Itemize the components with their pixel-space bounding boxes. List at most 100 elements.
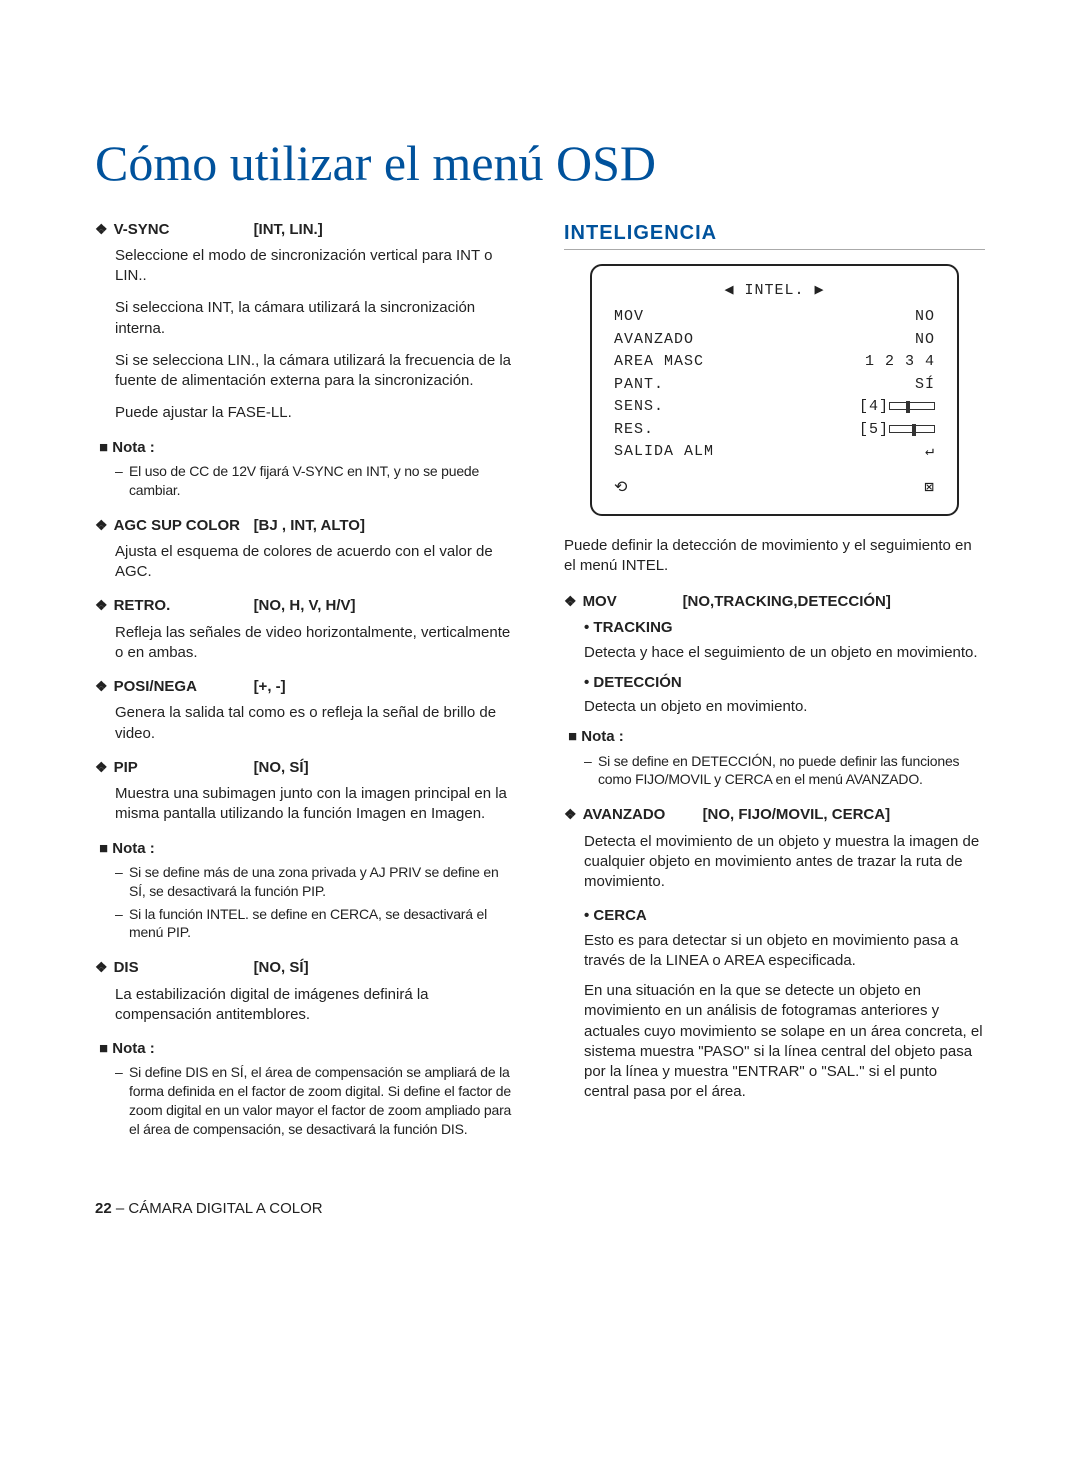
diamond-icon: ❖ bbox=[95, 758, 108, 777]
agc-body: Ajusta el esquema de colores de acuerdo … bbox=[115, 542, 516, 583]
intel-intro: Puede definir la detección de movimiento… bbox=[564, 536, 985, 577]
dis-head: ❖ DIS [NO, SÍ] bbox=[95, 958, 516, 978]
agc-item: ❖ AGC SUP COLOR [BJ , INT, ALTO] Ajusta … bbox=[95, 516, 516, 583]
osd-r: NO bbox=[915, 306, 935, 329]
dis-n1: Si define DIS en SÍ, el área de compensa… bbox=[115, 1063, 516, 1139]
vsync-n1: El uso de CC de 12V fijará V-SYNC en INT… bbox=[115, 462, 516, 500]
page-title: Cómo utilizar el menú OSD bbox=[95, 130, 985, 198]
diamond-icon: ❖ bbox=[564, 805, 577, 824]
deteccion-sub: DETECCIÓN Detecta un objeto en movimient… bbox=[584, 673, 985, 718]
retro-name: RETRO. bbox=[114, 596, 254, 616]
page: Cómo utilizar el menú OSD ❖ V-SYNC [INT,… bbox=[0, 0, 1080, 1279]
pip-item: ❖ PIP [NO, SÍ] Muestra una subimagen jun… bbox=[95, 758, 516, 943]
avanzado-name: AVANZADO bbox=[583, 805, 703, 825]
cerca-p1: Esto es para detectar si un objeto en mo… bbox=[584, 931, 985, 972]
pip-n1: Si se define más de una zona privada y A… bbox=[115, 863, 516, 901]
deteccion-title: DETECCIÓN bbox=[584, 673, 985, 693]
diamond-icon: ❖ bbox=[95, 596, 108, 615]
cerca-sub: CERCA Esto es para detectar si un objeto… bbox=[584, 906, 985, 1102]
agc-p1: Ajusta el esquema de colores de acuerdo … bbox=[115, 542, 516, 583]
nota-text: Nota : bbox=[581, 728, 624, 745]
mov-head: ❖ MOV [NO,TRACKING,DETECCIÓN] bbox=[564, 592, 985, 612]
osd-row-salida: SALIDA ALM ↵ bbox=[614, 441, 935, 464]
pip-opts: [NO, SÍ] bbox=[254, 758, 309, 778]
nota-text: Nota : bbox=[112, 1040, 155, 1057]
osd-row-res: RES. [5] bbox=[614, 419, 935, 442]
posi-head: ❖ POSI/NEGA [+, -] bbox=[95, 677, 516, 697]
avanzado-head: ❖ AVANZADO [NO, FIJO/MOVIL, CERCA] bbox=[564, 805, 985, 825]
dis-nota-list: Si define DIS en SÍ, el área de compensa… bbox=[115, 1063, 516, 1139]
tracking-sub: TRACKING Detecta y hace el seguimiento d… bbox=[584, 618, 985, 663]
pip-p1: Muestra una subimagen junto con la image… bbox=[115, 784, 516, 825]
osd-l: SENS. bbox=[614, 396, 664, 419]
osd-l: AVANZADO bbox=[614, 329, 694, 352]
dis-body: La estabilización digital de imágenes de… bbox=[115, 985, 516, 1026]
vsync-p4: Puede ajustar la FASE-LL. bbox=[115, 403, 516, 423]
osd-l: SALIDA ALM bbox=[614, 441, 714, 464]
osd-row-pant: PANT. SÍ bbox=[614, 374, 935, 397]
slider-icon bbox=[889, 402, 935, 410]
inteligencia-heading: INTELIGENCIA bbox=[564, 220, 985, 250]
vsync-p2: Si selecciona INT, la cámara utilizará l… bbox=[115, 298, 516, 339]
pip-nota-list: Si se define más de una zona privada y A… bbox=[115, 863, 516, 943]
pip-nota-label: ■ Nota : bbox=[99, 839, 516, 859]
retro-p1: Refleja las señales de video horizontalm… bbox=[115, 623, 516, 664]
vsync-p1: Seleccione el modo de sincronización ver… bbox=[115, 246, 516, 287]
avanzado-item: ❖ AVANZADO [NO, FIJO/MOVIL, CERCA] Detec… bbox=[564, 805, 985, 1102]
agc-head: ❖ AGC SUP COLOR [BJ , INT, ALTO] bbox=[95, 516, 516, 536]
osd-r: 1 2 3 4 bbox=[865, 351, 935, 374]
nota-text: Nota : bbox=[112, 439, 155, 456]
dis-nota-label: ■ Nota : bbox=[99, 1039, 516, 1059]
diamond-icon: ❖ bbox=[564, 592, 577, 611]
footer-sep: – bbox=[112, 1200, 129, 1217]
mov-opts: [NO,TRACKING,DETECCIÓN] bbox=[683, 592, 891, 612]
osd-title: ◀ INTEL. ▶ bbox=[614, 280, 935, 303]
mov-item: ❖ MOV [NO,TRACKING,DETECCIÓN] TRACKING D… bbox=[564, 592, 985, 789]
vsync-head: ❖ V-SYNC [INT, LIN.] bbox=[95, 220, 516, 240]
retro-item: ❖ RETRO. [NO, H, V, H/V] Refleja las señ… bbox=[95, 596, 516, 663]
osd-l: PANT. bbox=[614, 374, 664, 397]
tracking-body: Detecta y hace el seguimiento de un obje… bbox=[584, 643, 985, 663]
osd-l: MOV bbox=[614, 306, 644, 329]
diamond-icon: ❖ bbox=[95, 677, 108, 696]
columns: ❖ V-SYNC [INT, LIN.] Seleccione el modo … bbox=[95, 220, 985, 1155]
osd-r: SÍ bbox=[915, 374, 935, 397]
osd-bottom: ⟲ ⊠ bbox=[614, 476, 935, 500]
pip-head: ❖ PIP [NO, SÍ] bbox=[95, 758, 516, 778]
cerca-title: CERCA bbox=[584, 906, 985, 926]
avanzado-body: Detecta el movimiento de un objeto y mue… bbox=[584, 832, 985, 893]
osd-row-avanzado: AVANZADO NO bbox=[614, 329, 935, 352]
retro-opts: [NO, H, V, H/V] bbox=[254, 596, 356, 616]
avanzado-p1: Detecta el movimiento de un objeto y mue… bbox=[584, 832, 985, 893]
diamond-icon: ❖ bbox=[95, 958, 108, 977]
dis-opts: [NO, SÍ] bbox=[254, 958, 309, 978]
footer-label: CÁMARA DIGITAL A COLOR bbox=[128, 1200, 322, 1217]
mov-nota-label: ■ Nota : bbox=[568, 727, 985, 747]
osd-row-areamasc: AREA MASC 1 2 3 4 bbox=[614, 351, 935, 374]
dis-p1: La estabilización digital de imágenes de… bbox=[115, 985, 516, 1026]
osd-l: AREA MASC bbox=[614, 351, 704, 374]
res-val: [5] bbox=[859, 421, 889, 438]
osd-r: [5] bbox=[859, 419, 935, 442]
dis-item: ❖ DIS [NO, SÍ] La estabilización digital… bbox=[95, 958, 516, 1139]
vsync-nota-label: ■ Nota : bbox=[99, 438, 516, 458]
cerca-p2: En una situación en la que se detecte un… bbox=[584, 981, 985, 1103]
posi-opts: [+, -] bbox=[254, 677, 286, 697]
osd-row-sens: SENS. [4] bbox=[614, 396, 935, 419]
enter-icon: ↵ bbox=[925, 441, 935, 464]
right-column: INTELIGENCIA ◀ INTEL. ▶ MOV NO AVANZADO … bbox=[564, 220, 985, 1155]
slider-icon bbox=[889, 425, 935, 433]
pip-name: PIP bbox=[114, 758, 254, 778]
vsync-name: V-SYNC bbox=[114, 220, 254, 240]
back-icon: ⟲ bbox=[614, 476, 628, 500]
sens-val: [4] bbox=[859, 398, 889, 415]
diamond-icon: ❖ bbox=[95, 516, 108, 535]
vsync-p3: Si se selecciona LIN., la cámara utiliza… bbox=[115, 351, 516, 392]
mov-nota-list: Si se define en DETECCIÓN, no puede defi… bbox=[584, 752, 985, 790]
retro-head: ❖ RETRO. [NO, H, V, H/V] bbox=[95, 596, 516, 616]
osd-l: RES. bbox=[614, 419, 654, 442]
agc-opts: [BJ , INT, ALTO] bbox=[254, 516, 365, 536]
diamond-icon: ❖ bbox=[95, 220, 108, 239]
vsync-nota-list: El uso de CC de 12V fijará V-SYNC en INT… bbox=[115, 462, 516, 500]
pip-n2: Si la función INTEL. se define en CERCA,… bbox=[115, 905, 516, 943]
